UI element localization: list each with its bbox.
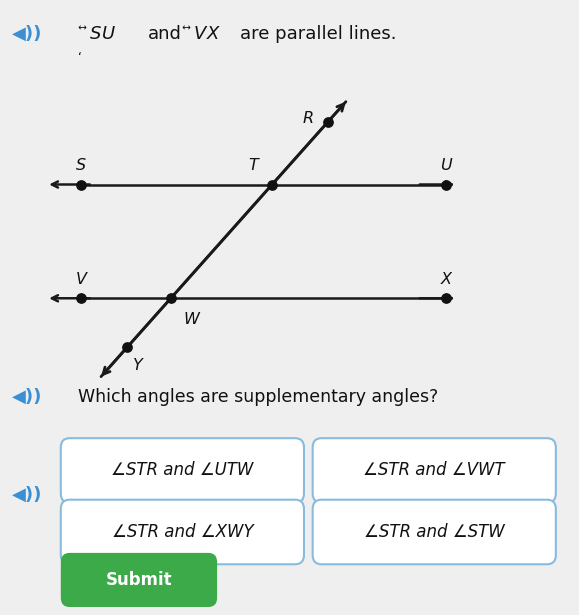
Text: ‘: ‘ [78,50,82,64]
Text: S: S [76,159,86,173]
Text: Which angles are supplementary angles?: Which angles are supplementary angles? [78,387,438,406]
Text: $\overleftrightarrow{VX}$: $\overleftrightarrow{VX}$ [182,25,221,43]
Text: and: and [148,25,182,43]
Point [166,293,175,303]
Text: ◀)): ◀)) [12,387,42,406]
Text: X: X [441,272,451,287]
Text: V: V [76,272,86,287]
Point [267,180,277,189]
Text: ∠STR and ∠VWT: ∠STR and ∠VWT [364,461,505,480]
Point [441,293,450,303]
Text: W: W [184,312,199,327]
Text: R: R [302,111,313,126]
FancyBboxPatch shape [61,499,304,565]
Text: Submit: Submit [105,571,173,589]
Text: are parallel lines.: are parallel lines. [240,25,397,43]
Text: T: T [248,159,258,173]
Text: ∠STR and ∠XWY: ∠STR and ∠XWY [112,523,253,541]
Text: $\overleftrightarrow{SU}$: $\overleftrightarrow{SU}$ [78,25,116,43]
Text: Y: Y [133,359,142,373]
Point [323,117,332,127]
Point [441,180,450,189]
Point [76,293,86,303]
FancyBboxPatch shape [61,553,217,607]
Point [122,343,131,352]
Text: ∠STR and ∠UTW: ∠STR and ∠UTW [111,461,254,480]
Text: ∠STR and ∠STW: ∠STR and ∠STW [364,523,505,541]
Text: ◀)): ◀)) [12,25,42,43]
FancyBboxPatch shape [313,499,556,565]
FancyBboxPatch shape [313,438,556,503]
Point [76,180,86,189]
Text: ◀)): ◀)) [12,486,42,504]
FancyBboxPatch shape [61,438,304,503]
Text: U: U [440,159,452,173]
